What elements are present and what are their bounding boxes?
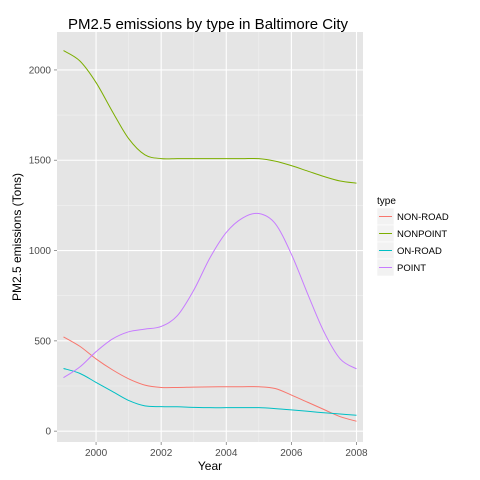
y-tick-label: 1500 <box>29 156 52 167</box>
x-axis-title: Year <box>198 459 222 473</box>
series-line-non-road <box>63 336 357 422</box>
legend-title: type <box>377 196 396 207</box>
y-axis-title: PM2.5 emissions (Tons) <box>10 173 24 301</box>
legend-label-non-road: NON-ROAD <box>397 212 449 223</box>
series-line-on-road <box>63 368 357 416</box>
x-tick-label: 2000 <box>85 448 108 459</box>
legend: type NON-ROAD NONPOINT ON-ROAD POINT <box>376 196 449 277</box>
series-lines <box>63 50 357 422</box>
minor-gridlines <box>57 32 363 442</box>
series-line-nonpoint <box>63 50 357 184</box>
plot-panel <box>57 32 363 442</box>
legend-items: NON-ROAD NONPOINT ON-ROAD POINT <box>376 207 449 277</box>
x-axis-ticks: 2000 2002 2004 2006 2008 <box>85 442 368 459</box>
x-tick-label: 2002 <box>150 448 173 459</box>
y-tick-label: 2000 <box>29 65 52 76</box>
legend-label-point: POINT <box>397 263 426 274</box>
x-tick-label: 2008 <box>345 448 368 459</box>
x-tick-label: 2004 <box>215 448 238 459</box>
legend-label-nonpoint: NONPOINT <box>397 229 447 240</box>
y-axis-ticks: 0 500 1000 1500 2000 <box>29 65 57 438</box>
y-tick-label: 1000 <box>29 246 52 257</box>
y-tick-label: 0 <box>45 427 51 438</box>
legend-label-on-road: ON-ROAD <box>397 246 442 257</box>
major-gridlines <box>57 32 363 442</box>
x-tick-label: 2006 <box>280 448 303 459</box>
y-tick-label: 500 <box>34 336 51 347</box>
chart-title: PM2.5 emissions by type in Baltimore Cit… <box>68 16 349 33</box>
series-line-point <box>63 212 357 379</box>
